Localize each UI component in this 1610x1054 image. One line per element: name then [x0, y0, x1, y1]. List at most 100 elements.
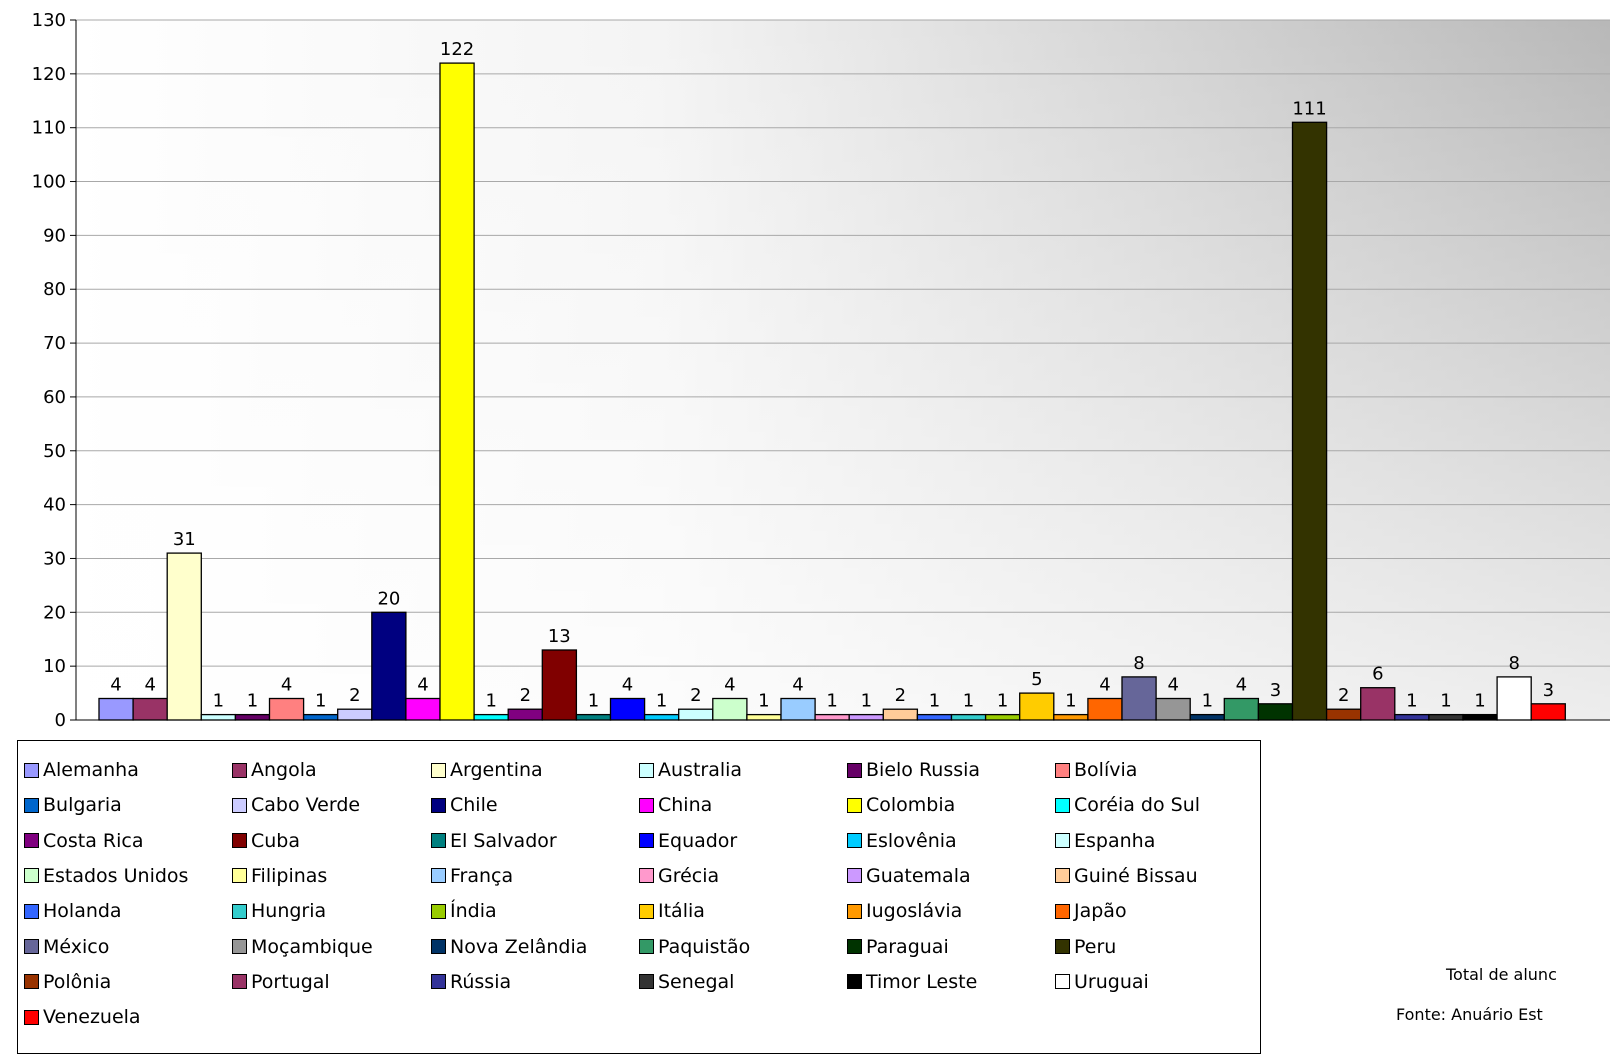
- bar: [1530, 703, 1566, 721]
- legend-label: Hungria: [251, 900, 327, 923]
- legend-item: Angola: [232, 758, 317, 782]
- legend-item: Costa Rica: [24, 829, 144, 853]
- bar: [1019, 692, 1055, 721]
- legend-item: Timor Leste: [847, 970, 977, 994]
- y-tick-label: 110: [32, 118, 66, 139]
- legend-swatch: [639, 939, 654, 954]
- bar: [950, 713, 987, 721]
- bar: [712, 697, 748, 721]
- bar: [609, 697, 646, 721]
- legend-item: Uruguai: [1055, 970, 1149, 994]
- bar: [405, 697, 441, 721]
- data-label: 2: [690, 685, 701, 706]
- legend-item: Cabo Verde: [232, 793, 360, 817]
- legend-label: Alemanha: [43, 759, 139, 781]
- legend-swatch: [847, 974, 862, 990]
- data-label: 1: [1406, 691, 1417, 712]
- bar: [1462, 713, 1498, 721]
- legend-item: China: [639, 793, 712, 817]
- legend-swatch: [639, 974, 654, 990]
- legend-swatch: [847, 903, 862, 919]
- y-tick-label: 60: [43, 387, 66, 408]
- legend-item: Estados Unidos: [24, 864, 188, 888]
- data-label: 1: [929, 691, 940, 712]
- legend-item: Iugoslávia: [847, 899, 962, 923]
- legend-swatch: [1055, 868, 1070, 884]
- bar: [814, 713, 850, 721]
- y-tick-label: 50: [43, 441, 66, 462]
- data-label: 3: [1543, 680, 1554, 701]
- data-label: 1: [997, 691, 1008, 712]
- bar: [1394, 713, 1430, 721]
- y-tick-label: 130: [32, 10, 66, 31]
- data-label: 1: [1440, 691, 1451, 712]
- bar: [916, 713, 953, 721]
- legend-item: Alemanha: [24, 758, 139, 782]
- bar: [371, 611, 407, 721]
- data-label: 1: [861, 691, 872, 712]
- legend-swatch: [1055, 974, 1070, 990]
- bar: [1223, 697, 1260, 721]
- legend-item: Paraguai: [847, 935, 949, 959]
- legend-label: Portugal: [251, 970, 330, 993]
- y-tick-label: 40: [43, 495, 66, 516]
- data-label: 1: [656, 691, 667, 712]
- legend-label: França: [450, 864, 514, 887]
- y-tick-label: 70: [43, 333, 66, 354]
- legend-swatch: [431, 868, 446, 884]
- legend-label: Colombia: [866, 794, 956, 817]
- legend-swatch: [431, 903, 446, 919]
- data-label: 3: [1270, 680, 1281, 701]
- legend-item: Índia: [431, 899, 497, 923]
- legend-swatch: [847, 868, 862, 884]
- legend-label: México: [43, 935, 110, 958]
- legend: Alemanha Angola Argentina Australia Bielo Ru…: [17, 740, 1261, 1054]
- legend-item: Portugal: [232, 970, 330, 994]
- legend-label: Bulgaria: [43, 794, 122, 817]
- data-label: 8: [1508, 653, 1519, 674]
- legend-swatch: [431, 833, 446, 849]
- legend-swatch: [847, 762, 862, 778]
- data-label: 111: [1292, 98, 1326, 119]
- y-tick-label: 120: [32, 64, 66, 85]
- legend-item: México: [24, 935, 109, 959]
- legend-swatch: [639, 833, 654, 849]
- legend-label: Polônia: [43, 970, 112, 993]
- legend-item: Argentina: [431, 758, 543, 782]
- data-label: 4: [144, 675, 155, 696]
- legend-label: Peru: [1074, 935, 1117, 958]
- legend-swatch: [639, 762, 654, 778]
- legend-item: Moçambique: [232, 935, 373, 959]
- legend-swatch: [24, 797, 39, 813]
- data-label: 5: [1031, 669, 1042, 690]
- data-label: 20: [377, 588, 400, 609]
- data-label: 1: [247, 691, 258, 712]
- bar: [1291, 121, 1328, 721]
- data-label: 8: [1133, 653, 1144, 674]
- data-label: 1: [1202, 691, 1213, 712]
- bar: [268, 697, 305, 721]
- data-label: 122: [440, 39, 474, 60]
- legend-label: Grécia: [658, 864, 720, 887]
- legend-swatch: [431, 974, 446, 990]
- legend-swatch: [847, 939, 862, 954]
- legend-label: Rússia: [450, 970, 512, 993]
- source-note: Fonte: Anuário Est: [1396, 1005, 1543, 1024]
- legend-item: Guiné Bissau: [1055, 864, 1198, 888]
- data-label: 1: [758, 691, 769, 712]
- data-label: 13: [548, 626, 571, 647]
- bar: [1496, 676, 1532, 721]
- bar: [882, 708, 919, 721]
- data-label: 2: [1338, 685, 1349, 706]
- plot-background-fade: [76, 20, 1610, 720]
- data-label: 4: [1236, 675, 1247, 696]
- legend-item: Chile: [431, 793, 498, 817]
- legend-label: Equador: [658, 829, 738, 852]
- legend-label: Angola: [251, 759, 317, 781]
- legend-item: Bielo Russia: [847, 758, 980, 782]
- bar: [234, 713, 271, 721]
- y-tick-label: 10: [43, 656, 66, 677]
- data-label: 1: [963, 691, 974, 712]
- legend-label: Paraguai: [866, 935, 949, 958]
